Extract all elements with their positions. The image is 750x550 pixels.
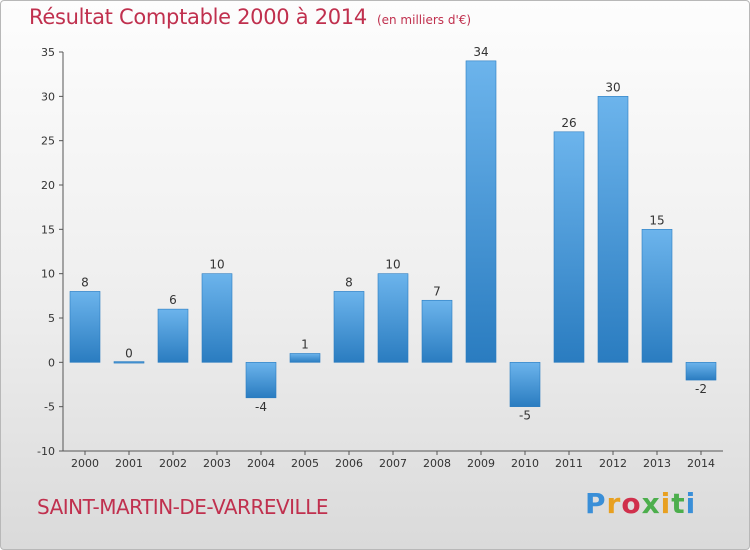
bar-2006[interactable] bbox=[333, 291, 365, 363]
bar-2001[interactable] bbox=[113, 361, 145, 364]
bar-2007[interactable] bbox=[377, 273, 409, 363]
y-tick-label: -5 bbox=[44, 401, 55, 414]
x-tick-label: 2000 bbox=[71, 457, 99, 470]
y-tick-label: 10 bbox=[41, 268, 55, 281]
data-label-2004: -4 bbox=[255, 400, 267, 414]
data-label-2010: -5 bbox=[519, 409, 531, 423]
data-label-2006: 8 bbox=[345, 275, 353, 289]
bar-2012[interactable] bbox=[597, 96, 629, 363]
y-tick-label: 25 bbox=[41, 135, 55, 148]
chart-subtitle: (en milliers d'€) bbox=[376, 13, 472, 27]
data-labels: 8 0 6 10 -4 1 8 10 7 34 -5 26 30 15 -2 bbox=[81, 45, 707, 423]
bar-2004[interactable] bbox=[245, 362, 277, 399]
x-tick-label: 2008 bbox=[423, 457, 451, 470]
y-tick-label: 35 bbox=[41, 46, 55, 59]
data-label-2007: 10 bbox=[385, 258, 400, 272]
x-tick-label: 2006 bbox=[335, 457, 363, 470]
data-label-2013: 15 bbox=[649, 213, 664, 227]
data-label-2012: 30 bbox=[605, 80, 620, 94]
bar-2005[interactable] bbox=[289, 353, 321, 363]
x-tick-label: 2007 bbox=[379, 457, 407, 470]
x-tick-label: 2002 bbox=[159, 457, 187, 470]
bar-2000[interactable] bbox=[69, 291, 101, 363]
x-tick-label: 2009 bbox=[467, 457, 495, 470]
x-tick-label: 2014 bbox=[687, 457, 715, 470]
x-tick-label: 2010 bbox=[511, 457, 539, 470]
town-name: SAINT-MARTIN-DE-VARREVILLE bbox=[37, 495, 328, 519]
data-label-2014: -2 bbox=[695, 382, 707, 396]
bar-2002[interactable] bbox=[157, 308, 189, 363]
x-tick-label: 2004 bbox=[247, 457, 275, 470]
x-tick-label: 2001 bbox=[115, 457, 143, 470]
data-label-2003: 10 bbox=[209, 258, 224, 272]
bar-2009[interactable] bbox=[465, 60, 497, 363]
x-tick-label: 2005 bbox=[291, 457, 319, 470]
data-label-2002: 6 bbox=[169, 293, 177, 307]
y-tick-label: 20 bbox=[41, 179, 55, 192]
bar-2008[interactable] bbox=[421, 299, 453, 363]
proxiti-logo[interactable]: Proxiti bbox=[585, 487, 697, 520]
x-tick-label: 2013 bbox=[643, 457, 671, 470]
bar-2010[interactable] bbox=[509, 362, 541, 407]
data-label-2011: 26 bbox=[561, 116, 576, 130]
y-tick-label: -10 bbox=[37, 445, 55, 458]
chart-title-text: Résultat Comptable 2000 à 2014 bbox=[29, 5, 367, 29]
x-tick-label: 2012 bbox=[599, 457, 627, 470]
chart-title: Résultat Comptable 2000 à 2014 (en millie… bbox=[29, 5, 471, 29]
y-tick-label: 5 bbox=[48, 312, 55, 325]
x-tick-label: 2011 bbox=[555, 457, 583, 470]
bar-2011[interactable] bbox=[553, 131, 585, 363]
data-label-2008: 7 bbox=[433, 284, 441, 298]
data-label-2000: 8 bbox=[81, 275, 89, 289]
y-tick-label: 0 bbox=[48, 356, 55, 369]
bar-2014[interactable] bbox=[685, 362, 717, 381]
y-tick-label: 15 bbox=[41, 223, 55, 236]
data-label-2001: 0 bbox=[125, 346, 133, 360]
data-label-2005: 1 bbox=[301, 337, 309, 351]
y-tick-label: 30 bbox=[41, 90, 55, 103]
bars bbox=[69, 60, 717, 407]
bar-2013[interactable] bbox=[641, 229, 673, 363]
data-label-2009: 34 bbox=[473, 45, 488, 59]
bar-2003[interactable] bbox=[201, 273, 233, 363]
x-tick-label: 2003 bbox=[203, 457, 231, 470]
